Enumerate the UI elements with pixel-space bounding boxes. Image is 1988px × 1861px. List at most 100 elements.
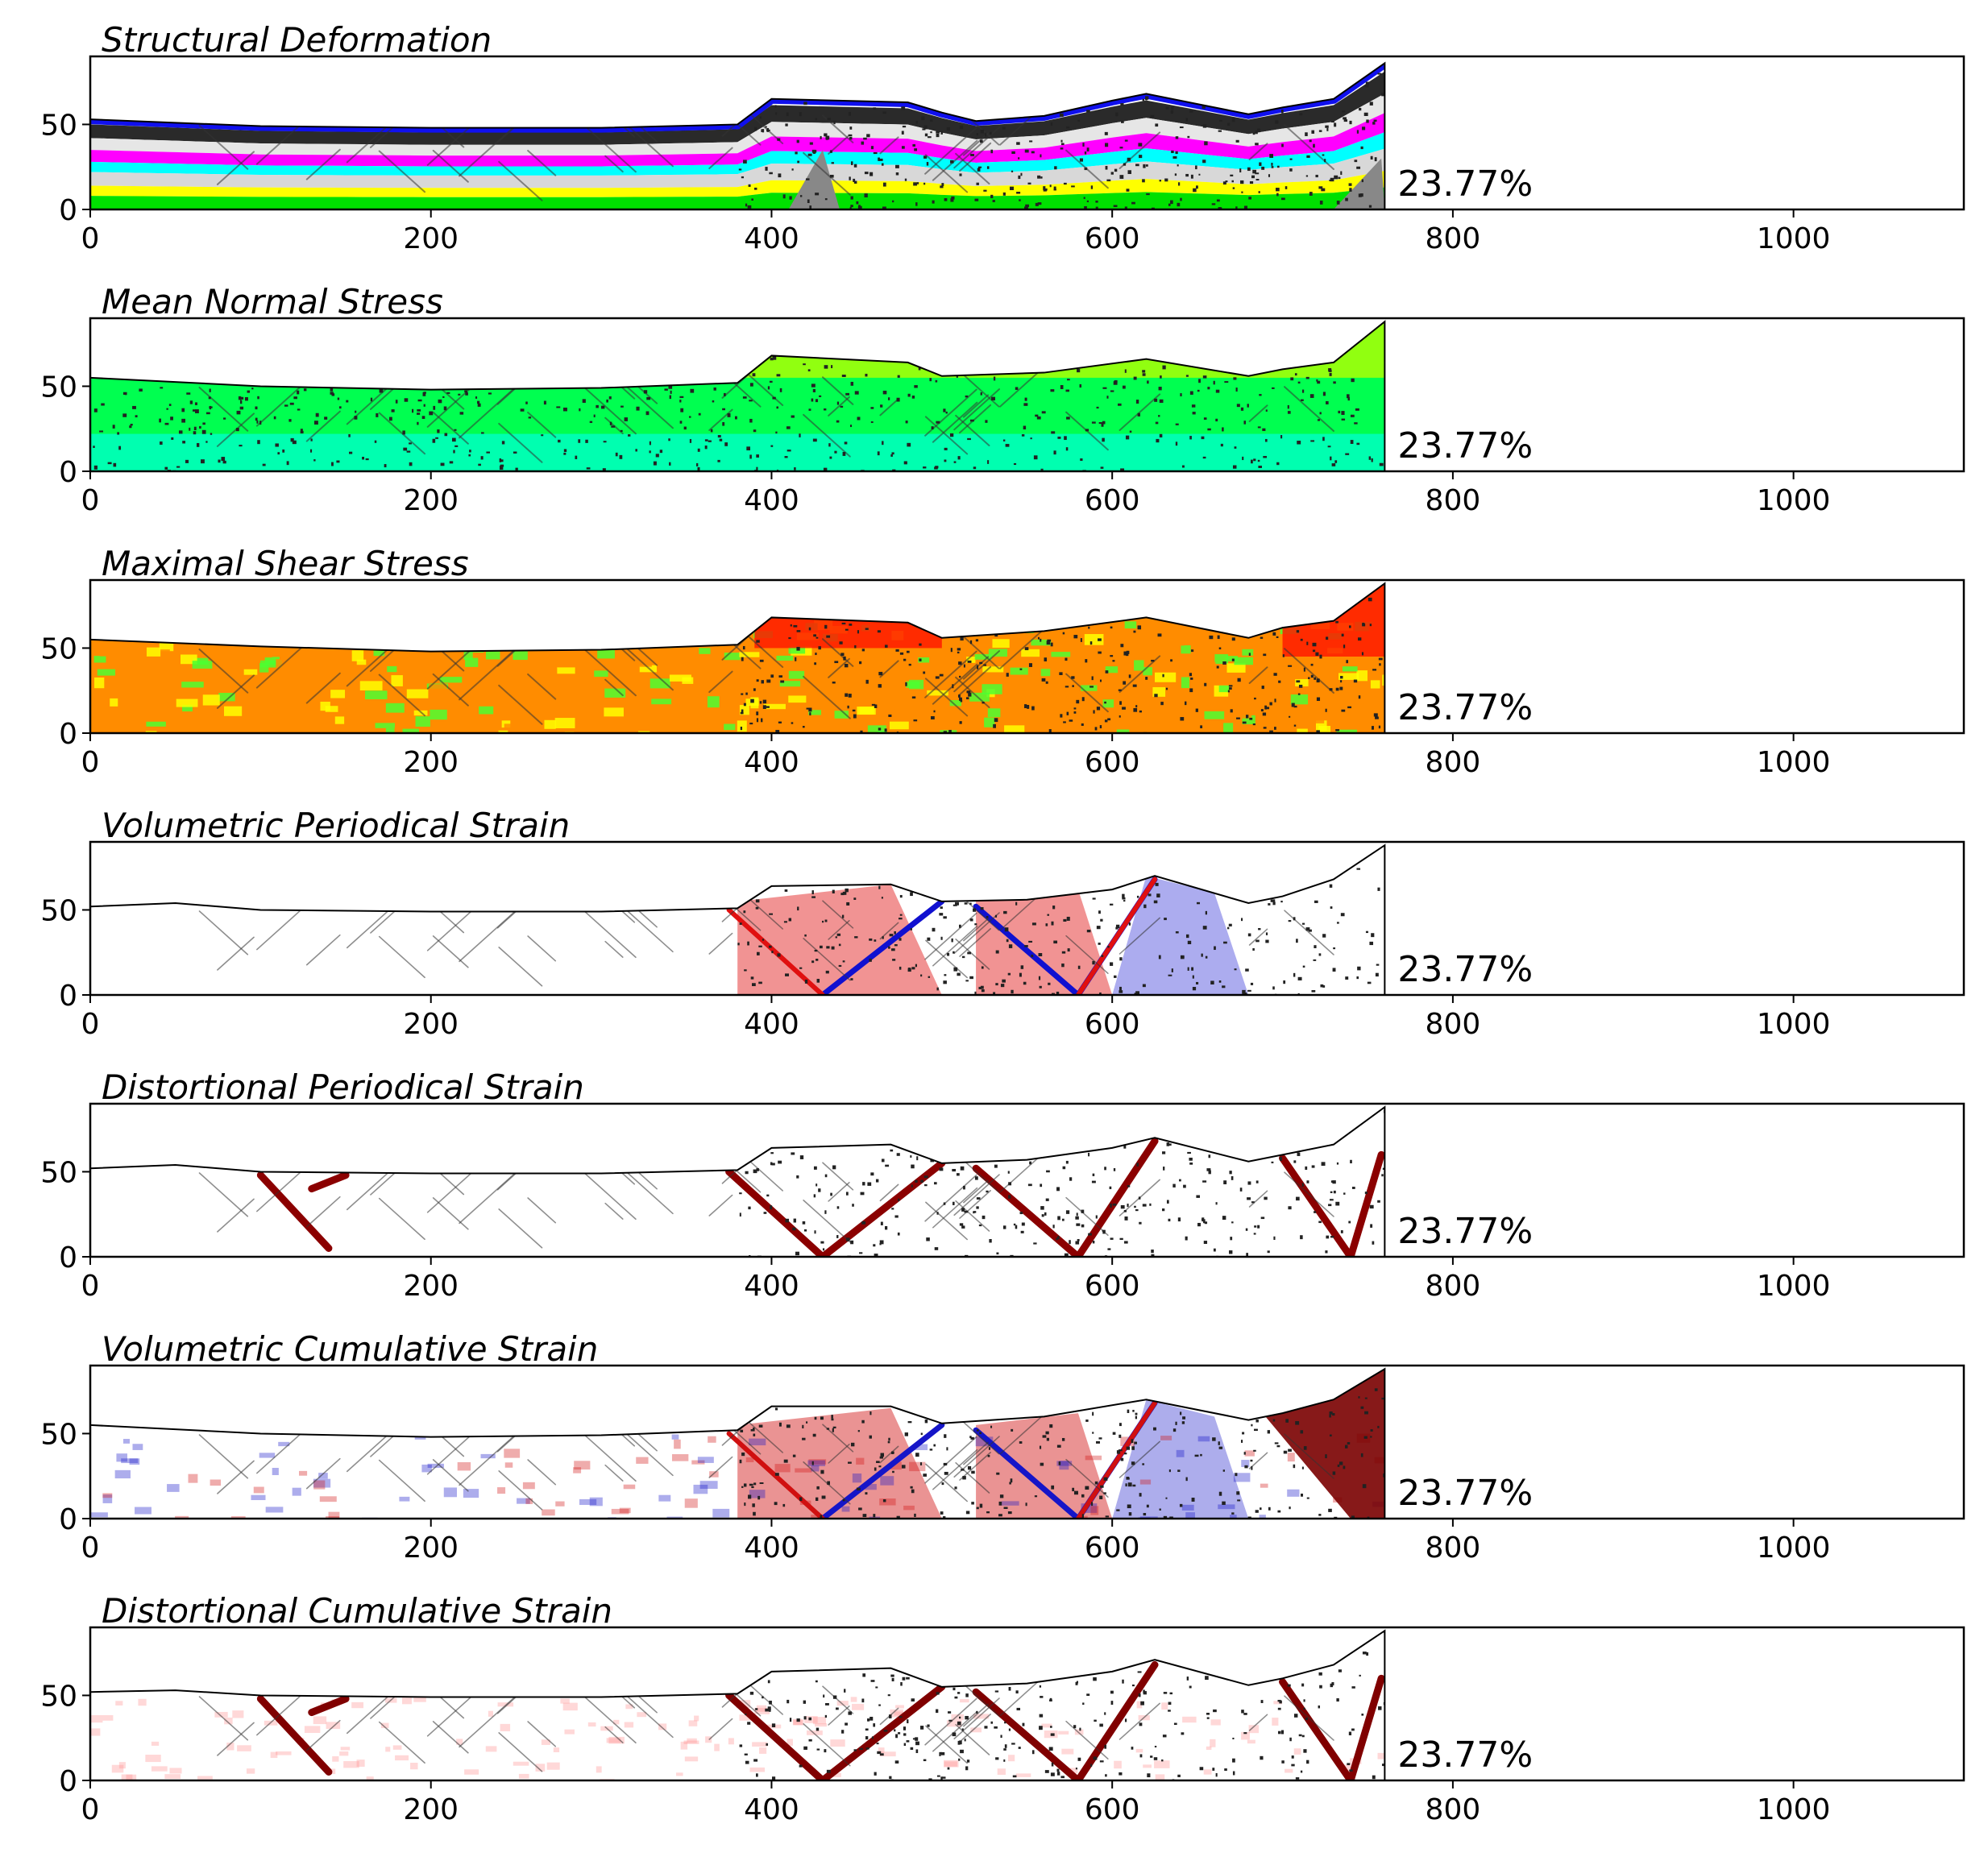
compaction-band-1: [1075, 877, 1158, 995]
strain-patch: [619, 1507, 631, 1514]
shear-patch: [439, 677, 463, 683]
shear-patch: [494, 670, 508, 678]
minor-fault-18: [879, 1183, 899, 1202]
panel-max-shear: Maximal Shear Stress 23.77% 0 200 400 600 800 1…: [40, 544, 1965, 779]
minor-fault-5: [198, 1172, 249, 1217]
minor-fault-39: [498, 1470, 543, 1511]
shear-patch: [479, 706, 494, 715]
layer-band-4: [90, 148, 1385, 189]
minor-fault-13: [955, 1462, 990, 1494]
shear-patch: [337, 687, 355, 693]
shear-patch: [982, 666, 1004, 673]
strain-patch: [913, 1444, 928, 1451]
minor-fault-33: [924, 416, 969, 455]
dilation-band-1: [973, 903, 1081, 995]
shear-patch: [705, 624, 715, 630]
minor-fault-35: [527, 935, 557, 962]
shear-band-0: [725, 1167, 827, 1257]
shear-patch: [508, 619, 521, 624]
shear-patch: [430, 709, 447, 720]
strain-patch: [808, 1459, 827, 1465]
strain-patch: [1041, 1723, 1052, 1728]
strain-patch: [1154, 1760, 1170, 1768]
minor-fault-31: [426, 124, 474, 166]
strain-patch: [674, 1439, 681, 1449]
strain-patch: [151, 1766, 168, 1772]
progress-label: 23.77%: [1397, 164, 1533, 205]
minor-fault-35: [527, 1459, 557, 1486]
strain-patch: [210, 1479, 222, 1486]
shear-patch: [1154, 672, 1177, 682]
shear-band-7: [308, 1695, 350, 1717]
strain-patch: [340, 1747, 351, 1751]
shear-patch: [151, 655, 168, 664]
y-tick-label: 0: [59, 194, 77, 227]
shear-patch: [145, 731, 157, 733]
axes-frame: [89, 1364, 1965, 1520]
panel-title: Maximal Shear Stress: [102, 544, 469, 583]
minor-fault-25: [828, 920, 850, 940]
shear-patch: [1169, 638, 1185, 646]
strain-patch: [463, 1489, 479, 1498]
strain-patch: [691, 1460, 705, 1465]
minor-fault-1: [962, 132, 990, 156]
strain-patch: [973, 1714, 990, 1719]
strain-patch: [1015, 1773, 1031, 1777]
strain-patch: [410, 1763, 418, 1770]
strain-patch: [890, 1709, 903, 1718]
minor-fault-7: [583, 386, 637, 435]
fault-zone-1: [1333, 158, 1385, 209]
strain-patch: [339, 1751, 349, 1756]
strain-patch: [606, 1738, 621, 1743]
minor-fault-28: [604, 1464, 624, 1482]
minor-fault-12: [803, 413, 851, 458]
layer-band-0: [90, 71, 1385, 145]
minor-fault-8: [305, 1196, 341, 1228]
shear-patch: [1223, 723, 1234, 733]
shear-patch: [1051, 652, 1071, 657]
strain-patch: [1181, 1504, 1194, 1511]
shear-patch: [1222, 621, 1242, 627]
minor-fault-16: [432, 1459, 469, 1492]
shear-patch: [1143, 667, 1152, 676]
strain-patch: [611, 1508, 629, 1515]
minor-fault-15: [378, 150, 426, 193]
layer-band-6: [90, 187, 1385, 209]
shear-patch: [699, 648, 711, 654]
minor-fault-30: [822, 900, 854, 929]
strain-patch: [714, 1743, 720, 1751]
shear-patch: [261, 647, 272, 658]
y-tick-label: 0: [59, 980, 77, 1013]
shear-patch: [351, 650, 364, 661]
dilation-band-1: [973, 1427, 1081, 1519]
shear-band-5: [1347, 1674, 1385, 1780]
strain-patch: [1081, 1503, 1098, 1513]
strain-patch: [214, 1711, 228, 1718]
minor-fault-21: [1248, 1190, 1268, 1208]
minor-fault-21: [1248, 1714, 1268, 1731]
strain-patch: [562, 1702, 578, 1711]
shear-patch: [126, 715, 142, 721]
shear-patch: [1124, 621, 1137, 629]
shear-patch: [97, 633, 114, 640]
strain-patch: [251, 1494, 266, 1501]
strain-patch: [1287, 1453, 1295, 1462]
shear-patch: [669, 674, 691, 682]
strain-patch: [522, 1482, 535, 1490]
strain-patch: [121, 1774, 133, 1780]
strain-patch: [226, 1743, 234, 1751]
strain-patch: [553, 1747, 560, 1752]
shear-patch: [889, 721, 909, 730]
minor-fault-22: [924, 1697, 977, 1746]
minor-fault-16: [432, 1197, 469, 1230]
shear-patch: [1206, 661, 1216, 672]
shear-patch: [151, 649, 170, 657]
shear-patch: [391, 675, 403, 686]
minor-fault-32: [953, 650, 1000, 693]
strain-patch: [624, 1722, 634, 1728]
minor-fault-12: [803, 1723, 851, 1767]
strain-patch: [1056, 1461, 1073, 1466]
strain-patch: [623, 1484, 636, 1490]
minor-fault-33: [925, 1725, 968, 1764]
strain-patch: [613, 1719, 620, 1725]
